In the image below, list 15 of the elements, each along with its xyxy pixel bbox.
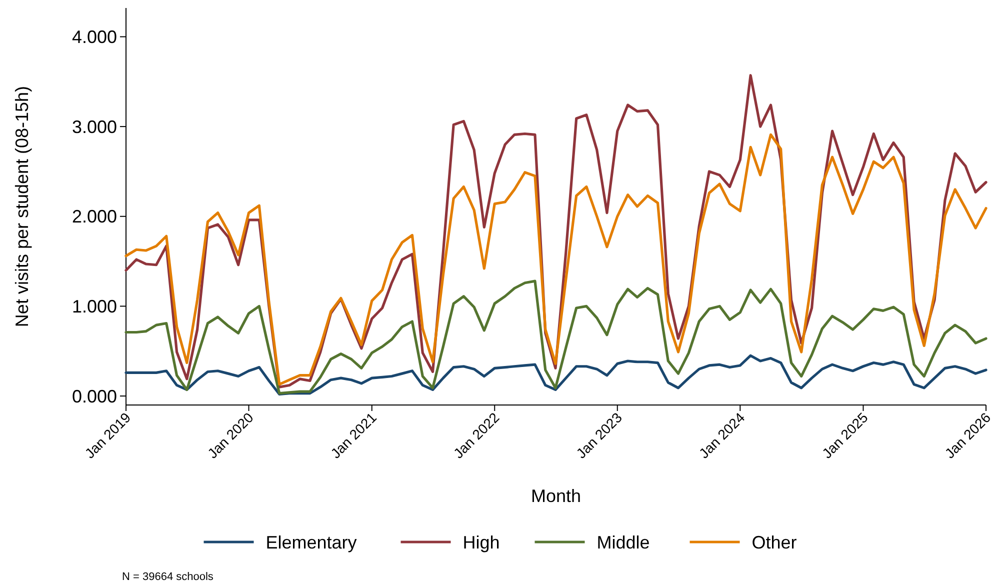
legend-label: Other bbox=[752, 532, 797, 552]
y-tick-label: 0.000 bbox=[72, 386, 117, 406]
text: N = 39664 schools bbox=[122, 571, 214, 583]
y-tick-label: 1.000 bbox=[72, 296, 117, 316]
y-tick-label: 3.000 bbox=[72, 116, 117, 137]
legend-label: Middle bbox=[596, 532, 650, 552]
line-series bbox=[124, 133, 988, 386]
line-series bbox=[124, 354, 988, 396]
y-tick-label: 2.000 bbox=[72, 206, 117, 227]
legend-label: High bbox=[462, 532, 500, 552]
y-tick-label: 4.000 bbox=[72, 27, 117, 48]
y-axis-title: Net visits per student (08-15h) bbox=[12, 86, 32, 328]
legend-label: Elementary bbox=[266, 532, 357, 552]
line-series bbox=[124, 280, 988, 395]
x-axis-title: Month bbox=[530, 486, 582, 506]
